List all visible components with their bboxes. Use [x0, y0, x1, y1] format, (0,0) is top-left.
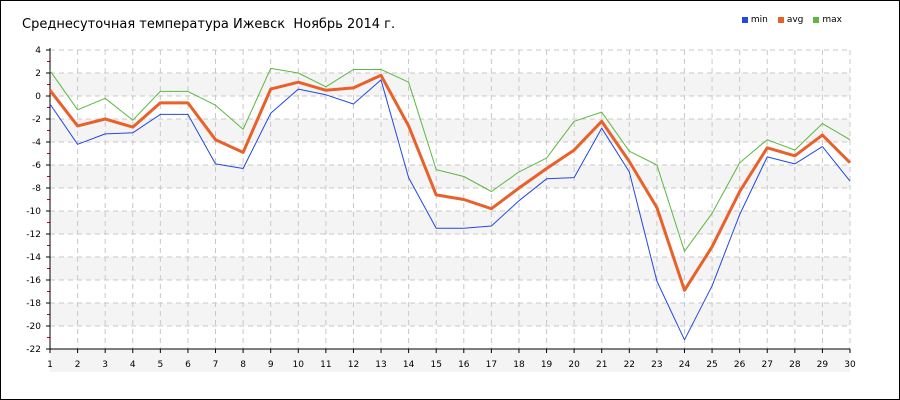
legend-label-max: max	[822, 15, 842, 25]
x-tick-label: 27	[762, 360, 773, 370]
y-tick-label: -20	[26, 322, 41, 332]
y-tick-label: -2	[32, 115, 41, 125]
x-tick-label: 1	[47, 360, 53, 370]
grid-band	[50, 257, 850, 280]
x-tick-label: 2	[75, 360, 81, 370]
y-tick-label: -16	[26, 276, 41, 286]
legend-swatch-max	[813, 17, 820, 23]
grid-band	[50, 73, 850, 96]
y-tick-label: -10	[26, 207, 41, 217]
x-tick-label: 12	[348, 360, 359, 370]
x-tick-label: 9	[268, 360, 274, 370]
x-tick-label: 20	[568, 360, 580, 370]
y-tick-label: 0	[35, 92, 41, 102]
chart-legend: min avg max	[741, 15, 842, 25]
series-line-avg	[48, 73, 852, 292]
legend-label-avg: avg	[786, 15, 804, 25]
legend-swatch-min	[741, 17, 748, 23]
x-tick-label: 6	[185, 360, 191, 370]
x-tick-label: 4	[130, 360, 136, 370]
x-tick-label: 21	[596, 360, 607, 370]
x-tick-label: 25	[706, 360, 717, 370]
x-tick-label: 10	[293, 360, 305, 370]
chart-title: Среднесуточная температура Ижевск Ноябрь…	[22, 17, 396, 32]
x-tick-label: 26	[734, 360, 746, 370]
series-line-min	[49, 79, 851, 341]
x-tick-label: 13	[375, 360, 386, 370]
x-tick-label: 23	[651, 360, 662, 370]
grid-band	[50, 211, 850, 234]
legend-label-min: min	[750, 15, 768, 25]
y-tick-label: -4	[32, 138, 41, 148]
x-tick-label: 16	[458, 360, 470, 370]
x-tick-label: 19	[541, 360, 553, 370]
x-tick-label: 5	[157, 360, 163, 370]
y-tick-label: -12	[26, 230, 41, 240]
y-tick-label: -14	[26, 253, 41, 263]
y-tick-label: 4	[35, 46, 41, 56]
legend-item-max: max	[813, 15, 842, 25]
grid-band	[50, 165, 850, 188]
y-tick-label: -18	[26, 299, 41, 309]
x-tick-label: 8	[240, 360, 246, 370]
x-tick-label: 18	[513, 360, 525, 370]
y-tick-label: -8	[32, 184, 41, 194]
x-tick-label: 17	[486, 360, 497, 370]
x-tick-label: 30	[844, 360, 856, 370]
y-tick-label: -22	[26, 345, 41, 355]
x-tick-label: 24	[679, 360, 691, 370]
x-tick-label: 15	[430, 360, 441, 370]
y-tick-label: 2	[35, 69, 41, 79]
legend-item-avg: avg	[777, 15, 804, 25]
x-tick-label: 7	[213, 360, 219, 370]
x-tick-label: 11	[320, 360, 331, 370]
legend-swatch-avg	[777, 17, 784, 23]
x-tick-label: 22	[624, 360, 635, 370]
legend-item-min: min	[741, 15, 768, 25]
series-line-max	[49, 67, 851, 252]
grid-band	[50, 303, 850, 326]
x-tick-label: 3	[102, 360, 108, 370]
x-tick-label: 28	[789, 360, 801, 370]
grid-band	[50, 119, 850, 142]
grid-band	[50, 349, 850, 372]
x-tick-label: 29	[817, 360, 829, 370]
x-tick-label: 14	[403, 360, 415, 370]
y-tick-label: -6	[32, 161, 41, 171]
